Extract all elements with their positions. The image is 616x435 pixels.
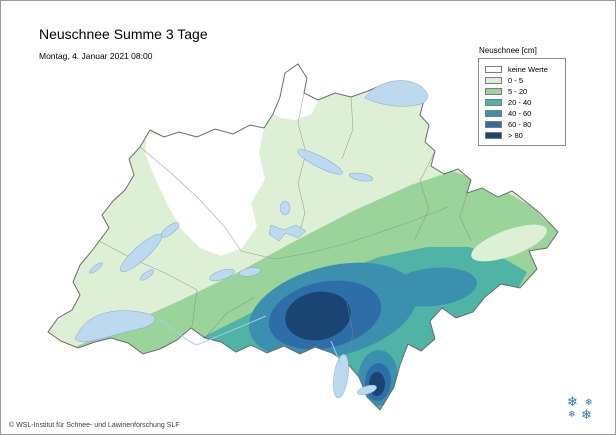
legend-swatch [485, 66, 502, 73]
snow-zone-none-north-bulge [273, 64, 318, 120]
page-title: Neuschnee Summe 3 Tage [39, 26, 208, 42]
legend-item: 40 - 60 [485, 108, 559, 119]
lake-murten [139, 269, 155, 281]
snowflake-icon: ❄ [585, 397, 593, 407]
lago-maggiore [333, 353, 349, 399]
legend: Neuschnee [cm] keine Werte 0 - 5 5 - 20 … [478, 46, 566, 146]
snow-zone-40-60-east-finger [389, 267, 477, 307]
legend-item: 20 - 40 [485, 97, 559, 108]
legend-label: > 80 [508, 131, 523, 140]
legend-label: keine Werte [508, 65, 548, 74]
country-outline [47, 63, 559, 411]
lake-biel [160, 222, 180, 238]
legend-item: > 80 [485, 130, 559, 141]
slf-snowflake-logo: ❄ ❄ ❄ ❄ [567, 395, 599, 425]
copyright: © WSL-Institut für Schnee- und Lawinenfo… [9, 422, 180, 429]
snowflake-icon: ❄ [567, 394, 578, 409]
page-subtitle: Montag, 4. Januar 2021 08:00 [39, 51, 153, 61]
legend-title: Neuschnee [cm] [479, 46, 537, 55]
legend-swatch [485, 121, 502, 128]
lake-zug [279, 200, 291, 216]
snowflake-icon: ❄ [581, 407, 592, 422]
ticino-river [330, 340, 342, 366]
snow-zone-none-northcenter [145, 125, 265, 256]
legend-item: 60 - 80 [485, 119, 559, 130]
lake-lugano [357, 384, 377, 396]
legend-swatch [485, 110, 502, 117]
legend-item: keine Werte [485, 64, 559, 75]
legend-swatch [485, 132, 502, 139]
rivers [158, 315, 342, 366]
legend-label: 0 - 5 [508, 76, 524, 85]
lake-brienz [238, 267, 262, 277]
walensee [348, 172, 374, 182]
lac-de-joux [89, 262, 103, 274]
lake-geneva [75, 310, 155, 343]
legend-swatch [485, 88, 502, 95]
legend-item: 0 - 5 [485, 75, 559, 86]
legend-label: 60 - 80 [508, 120, 532, 129]
legend-item: 5 - 20 [485, 86, 559, 97]
rhone-river [158, 315, 267, 346]
legend-label: 40 - 60 [508, 109, 532, 118]
legend-box: keine Werte 0 - 5 5 - 20 20 - 40 40 - 60… [478, 58, 566, 146]
legend-label: 20 - 40 [508, 98, 532, 107]
lake-lucerne [268, 224, 307, 242]
legend-label: 5 - 20 [508, 87, 528, 96]
snowflake-icon: ❄ [568, 409, 576, 419]
lake-zurich [297, 149, 343, 175]
inner-region-borders [98, 92, 472, 364]
lake-constance [364, 80, 428, 107]
lake-thun [209, 268, 235, 282]
snow-zone-gt80 [285, 291, 351, 341]
snow-zone-0-5-east-valley [471, 224, 547, 262]
lakes [75, 80, 428, 399]
legend-swatch [485, 99, 502, 106]
legend-swatch [485, 77, 502, 84]
